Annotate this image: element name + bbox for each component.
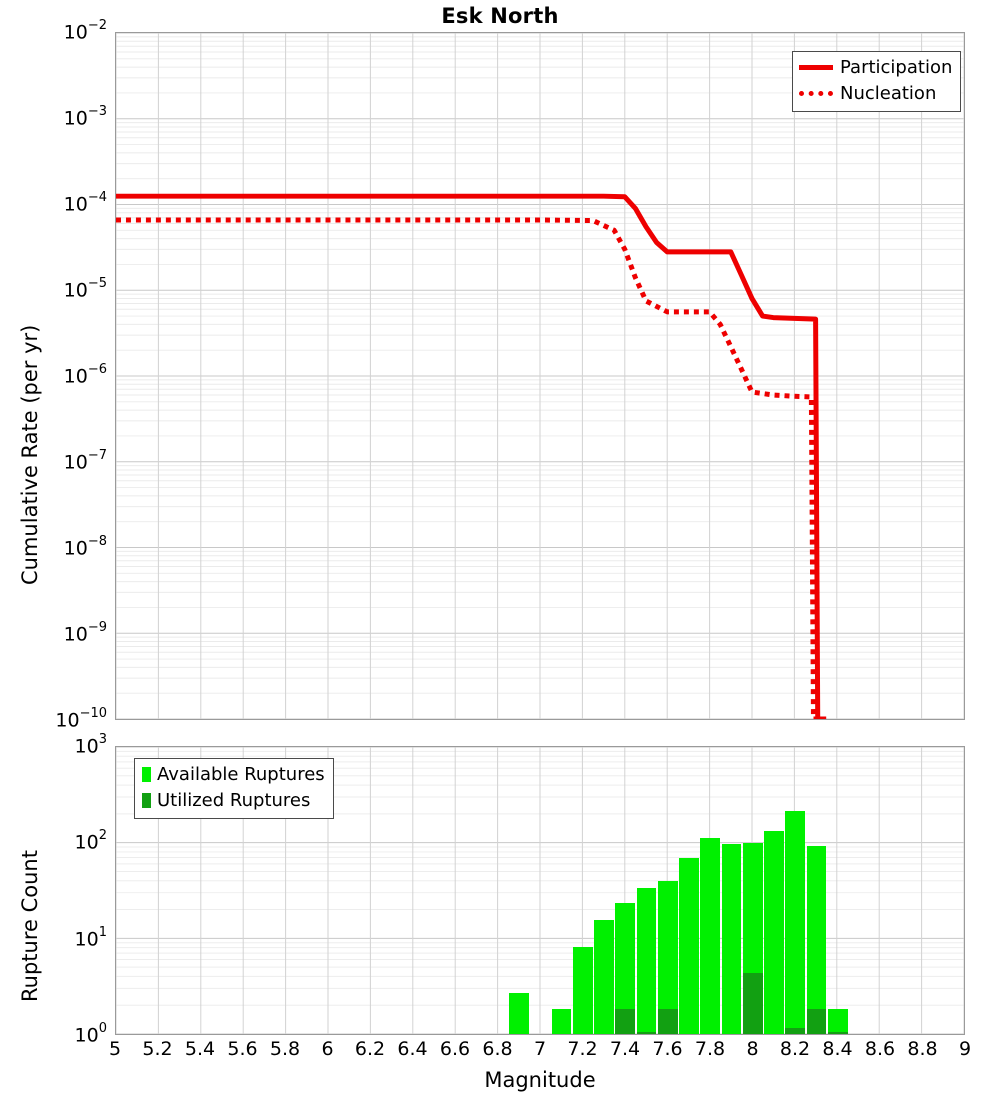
x-tick-label: 7.2 — [567, 1038, 598, 1060]
x-tick-label: 8.2 — [779, 1038, 811, 1060]
solid-line-icon — [799, 65, 833, 71]
x-tick-label: 9 — [958, 1038, 972, 1060]
top-y-tick-label: 10−3 — [63, 104, 107, 130]
bar-available — [615, 903, 636, 1034]
bar-utilized — [806, 1009, 827, 1034]
x-tick-label: 6.2 — [354, 1038, 386, 1060]
legend-bottom: Available Ruptures Utilized Ruptures — [134, 758, 334, 819]
legend-label-utilized-ruptures: Utilized Ruptures — [157, 789, 311, 811]
bottom-y-axis-title: Rupture Count — [18, 850, 42, 1002]
bar-utilized — [615, 1009, 636, 1034]
x-tick-label: 5.8 — [269, 1038, 301, 1060]
series-nucleation — [116, 217, 822, 719]
x-tick-label: 6.4 — [397, 1038, 428, 1060]
x-tick-label: 7 — [533, 1038, 547, 1060]
top-y-tick-label: 10−9 — [63, 620, 107, 646]
legend-label-available-ruptures: Available Ruptures — [157, 764, 325, 785]
bar-available — [700, 837, 721, 1034]
legend-item-available-ruptures: Available Ruptures — [141, 763, 325, 787]
top-y-tick-label: 10−6 — [63, 362, 107, 388]
legend-label-participation: Participation — [840, 57, 953, 78]
top-y-tick-label: 10−2 — [63, 18, 107, 44]
bottom-y-tick-label: 100 — [74, 1021, 107, 1047]
top-y-tick-label: 10−5 — [63, 276, 107, 302]
top-y-tick-label: 10−10 — [55, 706, 107, 732]
legend-item-nucleation: Nucleation — [799, 82, 952, 106]
top-y-tick-label: 10−7 — [63, 448, 107, 474]
cumulative-rate-plot-surface — [116, 33, 964, 719]
x-tick-label: 5.2 — [142, 1038, 173, 1060]
bar-utilized — [742, 973, 763, 1034]
bar-available — [764, 831, 784, 1034]
legend-item-participation: Participation — [799, 56, 952, 80]
bar-available — [785, 811, 806, 1034]
x-tick-label: 7.8 — [694, 1038, 726, 1060]
bar-utilized — [657, 1009, 678, 1034]
bar-available — [806, 846, 827, 1034]
page-title: Esk North — [441, 4, 559, 28]
bar-available — [657, 880, 678, 1034]
top-y-axis-title: Cumulative Rate (per yr) — [18, 324, 42, 585]
bar-available — [509, 992, 529, 1034]
cumulative-rate-plot: Participation Nucleation — [115, 32, 965, 720]
rupture-count-plot: Available Ruptures Utilized Ruptures — [115, 746, 965, 1035]
series-participation — [116, 193, 827, 719]
x-tick-label: 6.8 — [482, 1038, 513, 1060]
bar-utilized — [827, 1032, 848, 1034]
bottom-y-tick-label: 102 — [74, 828, 107, 854]
bar-utilized — [785, 1028, 806, 1034]
bottom-y-tick-label: 103 — [74, 732, 107, 758]
bottom-y-tick-label: 101 — [74, 924, 107, 950]
x-tick-label: 5.6 — [227, 1038, 258, 1060]
available-swatch-icon — [142, 767, 151, 783]
x-axis-title: Magnitude — [484, 1068, 596, 1092]
x-tick-label: 5 — [108, 1038, 122, 1060]
legend-item-utilized-ruptures: Utilized Ruptures — [141, 789, 325, 813]
bars-layer — [116, 747, 964, 1034]
utilized-swatch-icon — [142, 793, 151, 809]
bar-available — [679, 858, 699, 1034]
x-tick-label: 6 — [321, 1038, 334, 1060]
x-tick-label: 7.4 — [609, 1038, 641, 1060]
top-y-tick-label: 10−4 — [63, 190, 107, 216]
bar-available — [721, 843, 742, 1034]
x-tick-label: 7.6 — [652, 1038, 683, 1060]
dotted-line-icon — [799, 91, 833, 97]
x-tick-label: 5.4 — [184, 1038, 216, 1060]
x-tick-label: 8 — [746, 1038, 759, 1060]
bar-available — [594, 920, 614, 1034]
bar-available — [636, 888, 657, 1034]
bar-available — [572, 947, 593, 1034]
top-y-tick-label: 10−8 — [63, 534, 107, 560]
bar-available — [827, 1009, 848, 1034]
x-tick-label: 8.8 — [907, 1038, 938, 1060]
legend-label-nucleation: Nucleation — [840, 82, 937, 104]
bar-utilized — [636, 1032, 657, 1034]
x-tick-label: 8.4 — [822, 1038, 853, 1060]
bar-available — [551, 1009, 572, 1034]
legend-top: Participation Nucleation — [792, 51, 962, 112]
x-tick-label: 8.6 — [864, 1038, 896, 1060]
x-tick-label: 6.6 — [439, 1038, 471, 1060]
